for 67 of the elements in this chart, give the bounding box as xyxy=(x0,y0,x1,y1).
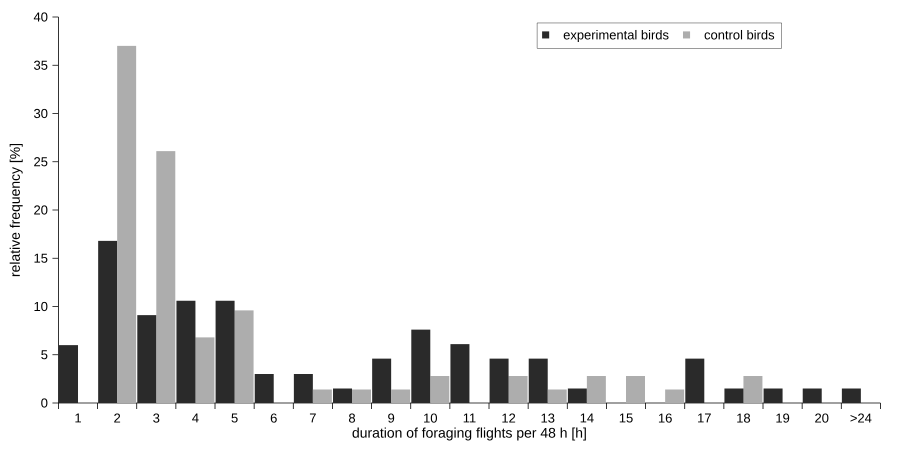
bar xyxy=(724,388,744,403)
y-tick-label: 40 xyxy=(34,12,48,22)
x-tick-label: 11 xyxy=(464,414,476,422)
y-tick-label: 20 xyxy=(34,205,48,215)
bar xyxy=(802,388,822,403)
bar xyxy=(117,46,136,403)
bar xyxy=(490,358,509,403)
bar xyxy=(508,376,528,403)
bar xyxy=(626,376,646,403)
legend-label: control birds xyxy=(704,30,774,40)
x-tick-label: 19 xyxy=(776,413,790,423)
x-tick-label: 9 xyxy=(388,413,394,423)
bar xyxy=(548,389,567,403)
x-tick-label: 20 xyxy=(815,413,828,423)
x-tick-label: >24 xyxy=(850,413,872,423)
y-tick-label: 35 xyxy=(34,60,48,70)
bar xyxy=(195,337,214,403)
x-tick-label: 17 xyxy=(698,414,711,422)
x-tick-label: 3 xyxy=(153,413,160,423)
y-tick-label: 0 xyxy=(41,398,48,408)
x-tick-label: 15 xyxy=(620,414,633,423)
y-tick-label: 25 xyxy=(34,157,48,166)
legend-label: experimental birds xyxy=(564,30,668,42)
bar xyxy=(528,358,548,403)
x-tick-label: 18 xyxy=(737,413,750,423)
bar xyxy=(352,389,372,403)
y-tick-label: 15 xyxy=(34,254,48,263)
x-tick-label: 8 xyxy=(348,413,356,423)
x-tick-label: 2 xyxy=(114,413,120,423)
bar xyxy=(294,374,313,403)
x-tick-label: 14 xyxy=(580,414,594,422)
x-tick-label: 16 xyxy=(658,413,672,423)
bar xyxy=(312,389,332,403)
x-axis-title: duration of foraging flights per 48 h [h] xyxy=(352,428,586,440)
bar xyxy=(234,310,254,403)
bar xyxy=(156,151,176,403)
bar xyxy=(568,388,587,403)
bar xyxy=(391,389,410,403)
bar xyxy=(842,388,861,403)
x-tick-label: 7 xyxy=(310,414,316,422)
bar xyxy=(372,358,392,403)
bar xyxy=(665,389,684,403)
y-tick-label: 30 xyxy=(34,108,48,118)
x-tick-label: 12 xyxy=(502,413,516,423)
bar xyxy=(98,240,118,403)
bar xyxy=(411,330,430,403)
y-tick-label: 10 xyxy=(34,302,48,312)
bar xyxy=(743,376,762,403)
x-tick-label: 13 xyxy=(542,413,554,423)
x-tick-label: 10 xyxy=(424,413,437,423)
bar xyxy=(450,344,470,403)
x-tick-label: 1 xyxy=(75,414,81,422)
x-tick-label: 5 xyxy=(231,414,238,423)
bar xyxy=(764,388,783,403)
bar xyxy=(216,300,235,403)
bar xyxy=(685,358,704,403)
x-tick-label: 4 xyxy=(192,414,199,422)
x-tick-label: 6 xyxy=(270,413,277,423)
bar xyxy=(176,300,196,403)
bar xyxy=(333,388,352,403)
bar xyxy=(59,345,78,403)
bar xyxy=(586,376,606,403)
bar xyxy=(137,315,156,403)
bar xyxy=(254,374,274,403)
y-axis-title: relative frequency [%] xyxy=(10,144,23,276)
bar xyxy=(430,376,450,403)
y-tick-label: 5 xyxy=(41,350,48,360)
